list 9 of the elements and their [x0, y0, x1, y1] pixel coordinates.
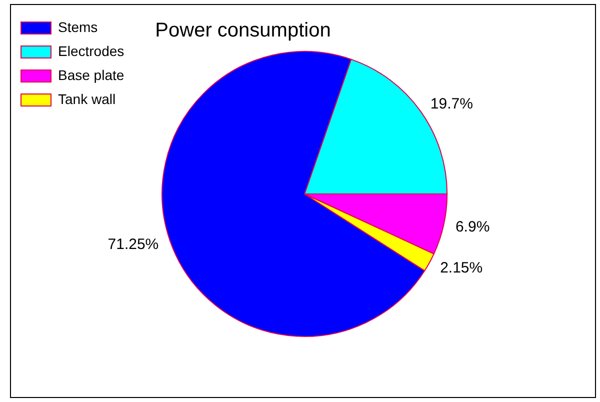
- data-label: 19.7%: [430, 96, 473, 113]
- data-label: 2.15%: [440, 259, 483, 276]
- legend-label: Stems: [58, 18, 98, 35]
- data-label: 71.25%: [108, 236, 159, 253]
- chart-title: Power consumption: [155, 20, 331, 42]
- data-label: 6.9%: [455, 218, 490, 236]
- legend-label: Base plate: [58, 66, 124, 83]
- legend-label: Electrodes: [58, 42, 124, 59]
- legend-label: Tank wall: [58, 90, 116, 107]
